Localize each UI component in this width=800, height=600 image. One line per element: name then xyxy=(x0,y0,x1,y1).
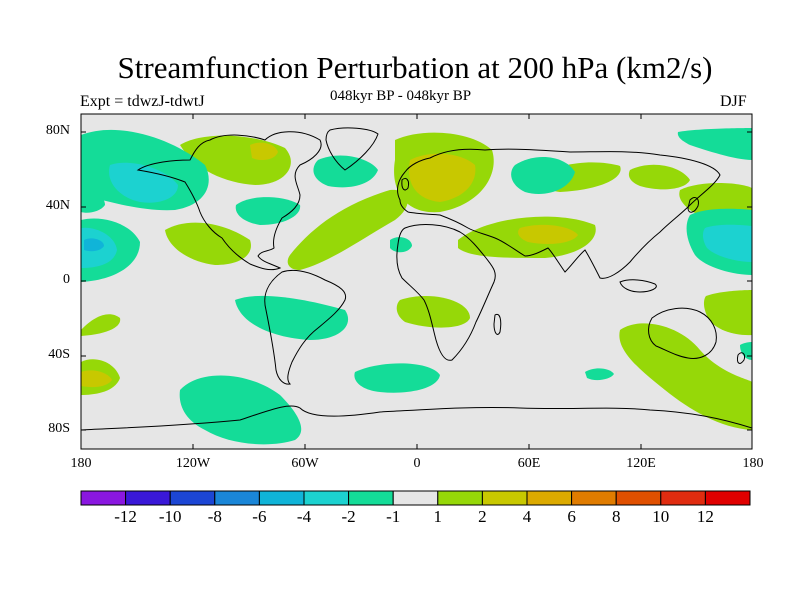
contour-green xyxy=(619,323,752,430)
contour-aquagreen xyxy=(235,197,301,225)
contour-cyan xyxy=(109,162,178,203)
lon-label: 180 xyxy=(742,456,764,471)
contour-yellow xyxy=(81,370,112,388)
lat-label: 80S xyxy=(48,421,70,436)
coastline-indonesia xyxy=(619,279,657,293)
lon-label: 60W xyxy=(291,456,319,471)
colorbar-box xyxy=(481,490,528,506)
lat-label: 40S xyxy=(48,347,70,362)
colorbar-box xyxy=(526,490,573,506)
colorbar-box xyxy=(660,490,706,506)
colorbar-box xyxy=(392,490,439,506)
contour-yellow xyxy=(250,142,278,160)
map-subtitle: 048kyr BP - 048kyr BP xyxy=(330,88,472,104)
colorbar-label: 12 xyxy=(696,507,714,526)
colorbar-box xyxy=(571,490,617,506)
colorbar-label: 2 xyxy=(478,507,487,526)
contour-aquagreen xyxy=(585,368,614,381)
lon-label: 0 xyxy=(413,456,421,471)
colorbar-box xyxy=(169,490,216,506)
coastline-madagascar xyxy=(493,313,502,335)
contour-yellow xyxy=(408,153,476,202)
coastline-australia xyxy=(648,307,717,359)
colorbar-box xyxy=(258,490,305,506)
contour-aquagreen xyxy=(511,156,575,194)
contour-aquagreen xyxy=(235,295,349,340)
contour-aquagreen xyxy=(677,128,752,160)
map-title: Streamfunction Perturbation at 200 hPa (… xyxy=(117,50,713,85)
colorbar-label: 6 xyxy=(567,507,576,526)
colorbar-label: -4 xyxy=(296,507,312,526)
contour-green xyxy=(703,290,752,336)
contour-aquagreen xyxy=(81,189,105,213)
contour-fills xyxy=(81,128,752,445)
colorbar-label: 10 xyxy=(652,507,670,526)
contour-cyan xyxy=(702,224,752,262)
lat-label: 40N xyxy=(45,198,70,213)
coastline-antarctica xyxy=(81,405,752,431)
coastline-eurasia xyxy=(397,148,721,279)
contour-green xyxy=(396,296,470,328)
coastlines xyxy=(81,127,752,431)
colorbar-box xyxy=(214,490,260,506)
coastline-south-america xyxy=(264,269,347,385)
contour-aquagreen xyxy=(390,237,412,253)
contour-green xyxy=(165,222,251,265)
colorbar-label: -6 xyxy=(252,507,267,526)
lon-ticks xyxy=(192,114,642,449)
colorbar-label: -1 xyxy=(386,507,401,526)
contour-aquagreen xyxy=(179,375,302,445)
lat-ticks xyxy=(81,131,752,431)
contour-blue xyxy=(84,238,104,252)
lat-label: 80N xyxy=(45,123,70,138)
contour-green xyxy=(81,314,121,336)
contour-green xyxy=(628,164,690,190)
coastline-japan xyxy=(687,197,699,213)
lon-label: 120W xyxy=(175,456,211,471)
colorbar-label: -8 xyxy=(207,507,222,526)
coastline-uk xyxy=(401,177,409,191)
contour-yellow xyxy=(518,224,578,244)
colorbar xyxy=(80,490,751,506)
contour-green xyxy=(287,189,408,270)
colorbar-box xyxy=(303,490,350,506)
colorbar-box xyxy=(125,490,171,506)
coastline-new-zealand xyxy=(737,352,745,364)
contour-aquagreen xyxy=(354,363,440,393)
colorbar-label: -12 xyxy=(114,507,137,526)
lon-label: 60E xyxy=(517,456,541,471)
colorbar-box xyxy=(348,490,394,506)
lon-label: 180 xyxy=(70,456,92,471)
colorbar-label: 4 xyxy=(522,507,532,526)
colorbar-box xyxy=(437,490,483,506)
lon-label: 120E xyxy=(626,456,656,471)
coastline-africa xyxy=(396,224,496,361)
coastline-north-america xyxy=(136,131,322,271)
colorbar-label: 8 xyxy=(611,507,621,526)
colorbar-label: -10 xyxy=(158,507,182,526)
colorbar-label: -2 xyxy=(341,507,356,526)
colorbar-box xyxy=(615,490,662,506)
season-label: DJF xyxy=(720,93,747,110)
colorbar-box xyxy=(704,490,751,506)
experiment-label: Expt = tdwzJ-tdwtJ xyxy=(80,93,205,110)
lat-label: 0 xyxy=(63,272,70,287)
contour-aquagreen xyxy=(313,155,378,188)
colorbar-label: 1 xyxy=(433,507,443,526)
coastline-greenland xyxy=(325,127,379,171)
colorbar-box xyxy=(80,490,127,506)
